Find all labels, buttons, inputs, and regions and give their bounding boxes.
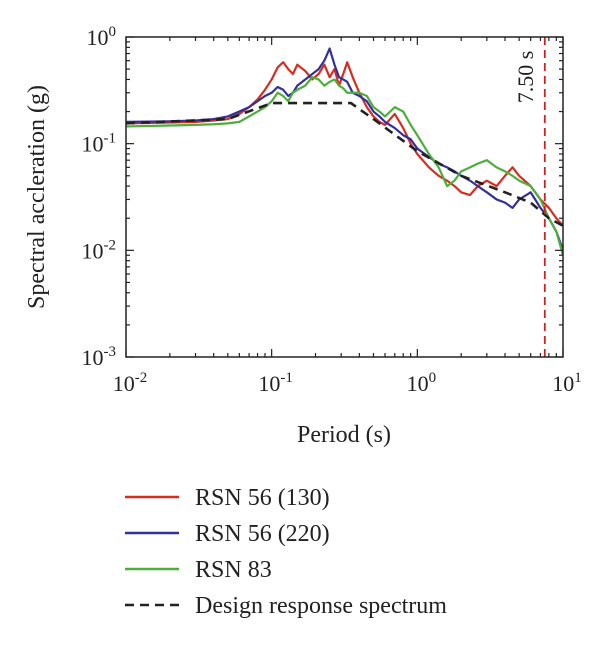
axis-ticks	[125, 36, 564, 358]
legend: RSN 56 (130) RSN 56 (220) RSN 83 Design res…	[125, 485, 447, 619]
series-layer	[126, 47, 563, 256]
legend-label-1: RSN 56 (130)	[195, 485, 330, 511]
legend-label-2: RSN 56 (220)	[195, 521, 330, 547]
series-line-4	[126, 101, 563, 227]
x-tick-label: 10-1	[258, 370, 293, 396]
y-axis-title: Spectral accleration (g)	[24, 85, 50, 309]
legend-label-3: RSN 83	[195, 557, 272, 583]
y-tick-label: 10-1	[82, 131, 117, 157]
y-tick-label: 100	[87, 24, 117, 50]
annotation-layer: 7.50 s	[513, 37, 546, 357]
plot-area-frame	[125, 36, 564, 358]
y-tick-label: 10-2	[82, 237, 117, 263]
x-tick-label: 101	[552, 370, 582, 396]
legend-label-4: Design response spectrum	[195, 593, 447, 619]
annotation-label: 7.50 s	[513, 51, 538, 104]
x-axis-title: Period (s)	[297, 422, 391, 448]
x-tick-label: 10-2	[113, 370, 148, 396]
x-tick-label: 100	[407, 370, 437, 396]
series-line-2	[126, 47, 563, 251]
y-tick-label: 10-3	[82, 344, 117, 370]
